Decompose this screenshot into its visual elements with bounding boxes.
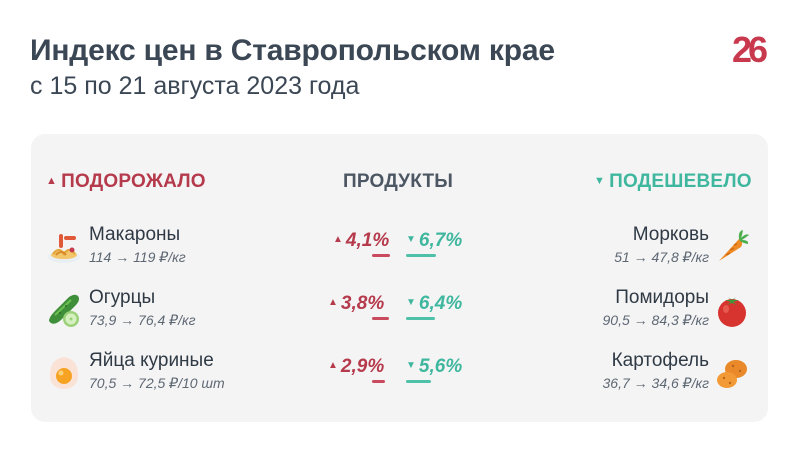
egg-icon [50, 357, 78, 389]
column-header-products: ПРОДУКТЫ [343, 171, 454, 192]
decrease-bar [406, 380, 431, 383]
column-header-up: ▲ ПОДОРОЖАЛО [46, 171, 206, 193]
increase-bar [372, 254, 390, 257]
page-title: Индекс цен в Ставропольском крае [30, 34, 555, 67]
page-subtitle: с 15 по 21 августа 2023 года [30, 72, 360, 100]
logo-26-icon: 26 [732, 29, 771, 70]
down-triangle-icon: ▼ [406, 297, 416, 308]
product-price: 51 → 47,8 ₽/кг [614, 249, 709, 265]
decrease-percent: ▼ 6,7% [406, 230, 462, 252]
decrease-percent: ▼ 5,6% [406, 356, 462, 378]
increase-percent-value: 2,9% [340, 356, 385, 377]
down-triangle-icon: ▼ [406, 360, 416, 371]
table-row: Яйца куриные 70,5 → 72,5 ₽/10 шт ▲ 2,9% ▼… [0, 350, 800, 400]
product-name: Картофель [611, 350, 709, 371]
down-triangle-icon: ▼ [406, 234, 416, 245]
logo-text: 26 [732, 29, 767, 70]
increase-bar [372, 380, 385, 383]
up-triangle-icon: ▲ [333, 234, 343, 245]
column-header-down-label: ПОДЕШЕВЕЛО [609, 171, 752, 192]
table-row: Огурцы 73,9 → 76,4 ₽/кг ▲ 3,8% ▼ 6,4% Поми… [0, 287, 800, 337]
up-triangle-icon: ▲ [46, 175, 58, 187]
decrease-bar [406, 317, 435, 320]
increase-percent-value: 4,1% [345, 230, 390, 251]
decrease-percent-value: 6,7% [418, 230, 463, 251]
decrease-percent-value: 6,4% [418, 293, 463, 314]
up-triangle-icon: ▲ [328, 360, 338, 371]
product-price: 70,5 → 72,5 ₽/10 шт [89, 375, 225, 391]
increase-percent-value: 3,8% [340, 293, 385, 314]
price-card [31, 134, 768, 422]
potato-icon [717, 360, 747, 388]
up-triangle-icon: ▲ [328, 297, 338, 308]
product-name: Яйца куриные [89, 350, 214, 371]
product-price: 36,7 → 34,6 ₽/кг [602, 375, 709, 391]
product-name: Огурцы [89, 287, 156, 308]
column-header-up-label: ПОДОРОЖАЛО [61, 171, 206, 192]
table-row: Макароны 114 → 119 ₽/кг ▲ 4,1% ▼ 6,7% Морк… [0, 224, 800, 274]
tomato-icon [718, 297, 746, 327]
carrot-icon [719, 230, 749, 261]
decrease-percent-value: 5,6% [418, 356, 463, 377]
increase-percent: ▲ 3,8% [328, 293, 384, 315]
product-price: 90,5 → 84,3 ₽/кг [602, 312, 709, 328]
column-header-down: ▼ ПОДЕШЕВЕЛО [594, 171, 752, 193]
decrease-bar [406, 254, 436, 257]
down-triangle-icon: ▼ [594, 175, 606, 187]
increase-percent: ▲ 4,1% [333, 230, 389, 252]
product-price: 73,9 → 76,4 ₽/кг [89, 312, 196, 328]
product-name: Морковь [632, 224, 709, 245]
cucumber-icon [49, 294, 79, 327]
increase-bar [372, 317, 389, 320]
product-name: Макароны [89, 224, 181, 245]
decrease-percent: ▼ 6,4% [406, 293, 462, 315]
product-name: Помидоры [615, 287, 709, 308]
increase-percent: ▲ 2,9% [328, 356, 384, 378]
product-price: 114 → 119 ₽/кг [89, 249, 186, 265]
pasta-icon [48, 234, 80, 263]
